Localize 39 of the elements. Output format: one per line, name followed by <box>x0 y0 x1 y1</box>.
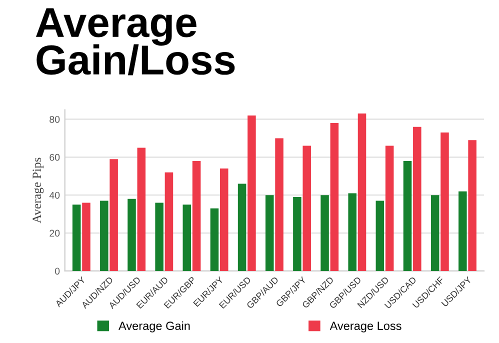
bar <box>182 204 192 271</box>
bar <box>164 172 174 271</box>
legend-label: Average Loss <box>330 322 402 332</box>
bar <box>72 204 81 271</box>
y-tick-label: 60 <box>50 154 60 161</box>
bar <box>110 159 118 271</box>
bar <box>137 148 146 271</box>
y-tick-label: 80 <box>50 116 60 123</box>
y-axis-title: Average Pips <box>32 158 44 224</box>
bar <box>82 202 90 271</box>
bar <box>330 123 339 271</box>
y-tick-label: 40 <box>49 192 60 199</box>
bar <box>155 202 164 271</box>
bar <box>293 197 302 271</box>
bar <box>440 132 449 271</box>
y-tick-label: 20 <box>50 230 60 237</box>
bar <box>348 193 356 271</box>
bar <box>220 168 228 271</box>
chart-title: Average Gain/Loss <box>36 8 235 76</box>
bar <box>192 160 201 271</box>
bar <box>248 115 256 271</box>
bar <box>302 146 311 271</box>
bar <box>210 208 219 271</box>
bar <box>265 195 274 271</box>
bar <box>128 198 136 271</box>
bar <box>100 200 108 271</box>
bar <box>385 146 394 271</box>
bar <box>275 138 284 271</box>
bar <box>358 114 366 271</box>
bar <box>430 195 440 271</box>
bar <box>458 191 467 271</box>
bar <box>376 200 384 271</box>
bar <box>413 126 422 271</box>
y-tick-label: 0 <box>54 268 60 275</box>
bar <box>468 140 476 271</box>
bar <box>403 160 412 271</box>
bar <box>320 195 329 271</box>
legend-label: Average Gain <box>118 321 190 332</box>
bar <box>238 184 246 271</box>
